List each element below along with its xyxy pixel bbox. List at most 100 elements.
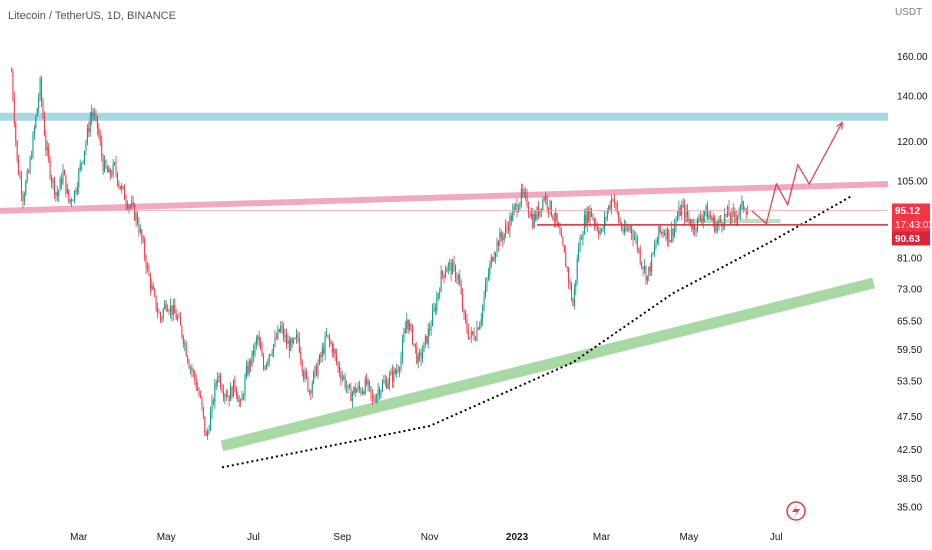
candle-body [682, 204, 684, 206]
candle-body [493, 257, 495, 261]
candle-body [19, 174, 21, 178]
candle-body [419, 352, 421, 356]
candle-body [224, 394, 226, 398]
candle-body [328, 336, 330, 342]
flash-icon[interactable] [786, 501, 806, 521]
candle-body [62, 170, 64, 184]
candle-body [712, 217, 714, 221]
candle-body [69, 199, 71, 202]
candle-body [167, 308, 169, 312]
candle-body [15, 123, 17, 141]
candle-body [505, 226, 507, 234]
candle-body [136, 213, 138, 224]
candle-body [598, 230, 600, 235]
candle-body [316, 366, 318, 376]
candle-body [192, 370, 194, 372]
candle-body [528, 206, 530, 213]
projection-arrowhead [836, 121, 843, 130]
candle-body [646, 275, 648, 281]
candle-body [699, 216, 701, 220]
candle-body [529, 212, 531, 217]
candle-body [500, 232, 502, 238]
candle-body [104, 160, 106, 172]
candle-body [29, 157, 31, 173]
candle-body [396, 370, 398, 374]
candle-body [52, 179, 54, 183]
candle-body [126, 204, 128, 208]
candle-body [399, 368, 401, 371]
candle-body [155, 295, 157, 310]
candle-body [739, 205, 741, 213]
candle-body [158, 312, 160, 314]
candle-body [628, 228, 630, 230]
candle-body [588, 209, 590, 221]
candle-body [513, 206, 515, 211]
candle-body [633, 237, 635, 240]
candle-body [659, 226, 661, 233]
candle-body [387, 383, 389, 389]
price-tag [892, 217, 930, 232]
candle-body [257, 336, 259, 340]
candle-body [535, 214, 537, 220]
candle-body [360, 388, 362, 394]
candle-body [294, 337, 296, 339]
candle-body [369, 381, 371, 387]
candle-body [238, 400, 240, 402]
candle-body [338, 366, 340, 374]
candle-body [112, 163, 114, 176]
candle-body [618, 212, 620, 222]
candle-body [462, 293, 464, 311]
candle-body [636, 237, 638, 250]
candle-body [89, 118, 91, 133]
candle-body [397, 370, 399, 371]
candle-body [184, 343, 186, 345]
candle-body [20, 177, 22, 195]
candle-body [407, 319, 409, 330]
candle-body [306, 371, 308, 378]
candle-body [559, 227, 561, 235]
candle-body [453, 262, 455, 267]
candle-body [346, 387, 348, 389]
candle-body [490, 257, 492, 265]
candle-body [373, 398, 375, 401]
candle-body [744, 209, 746, 211]
candle-body [371, 394, 373, 399]
candle-body [374, 400, 376, 402]
candle-body [463, 310, 465, 313]
candle-body [43, 116, 45, 136]
y-tick-label: 38.50 [897, 474, 922, 485]
candle-body [122, 186, 124, 188]
candle-body [741, 201, 743, 206]
candle-body [231, 387, 233, 397]
candle-body [442, 271, 444, 275]
candle-body [172, 305, 174, 316]
candle-body [389, 374, 391, 384]
candle-body [552, 215, 554, 220]
candle-body [116, 173, 118, 184]
candle-body [235, 388, 237, 396]
candle-body [689, 219, 691, 226]
candle-body [228, 395, 230, 401]
candle-body [250, 360, 252, 365]
x-tick-label: Jul [770, 532, 783, 543]
candle-body [472, 331, 474, 334]
candle-body [466, 319, 468, 331]
candle-body [16, 140, 18, 160]
candle-body [555, 213, 557, 221]
candle-body [84, 150, 86, 161]
candle-body [532, 214, 534, 228]
candle-body [125, 199, 127, 205]
candle-body [261, 349, 263, 356]
candle-body [66, 189, 68, 194]
candle-body [635, 237, 637, 239]
candle-body [188, 361, 190, 369]
y-tick-label: 160.00 [897, 52, 928, 63]
candle-body [411, 326, 413, 344]
candle-body [519, 202, 521, 209]
candle-body [606, 211, 608, 219]
candle-body [459, 275, 461, 286]
candle-body [56, 192, 58, 197]
candle-body [321, 348, 323, 358]
